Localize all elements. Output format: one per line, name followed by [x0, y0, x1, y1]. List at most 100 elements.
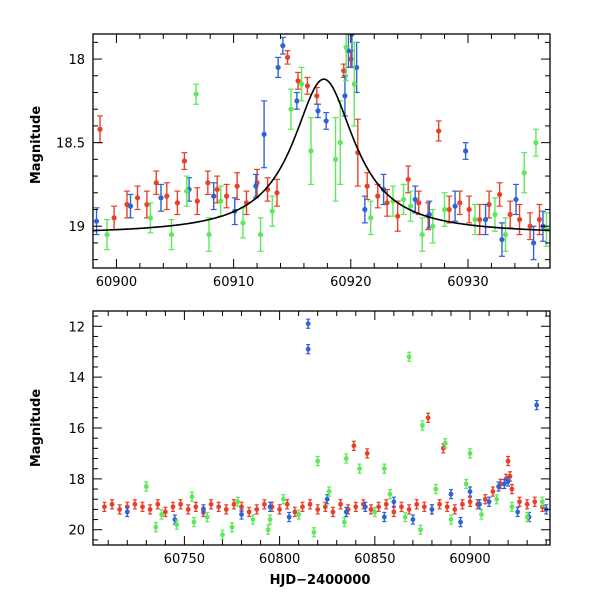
data-point — [296, 512, 302, 517]
data-point — [437, 501, 442, 507]
data-point — [477, 216, 483, 223]
data-point — [304, 83, 311, 89]
data-point — [158, 195, 164, 201]
data-point — [206, 231, 212, 238]
data-point — [338, 501, 343, 507]
data-point — [246, 509, 252, 515]
data-point — [343, 509, 349, 515]
data-point — [134, 195, 141, 201]
data-point — [391, 509, 397, 515]
data-point — [159, 512, 164, 517]
data-point — [420, 423, 425, 428]
data-point — [300, 504, 305, 510]
data-point — [164, 193, 170, 199]
bottom-plot-area — [102, 318, 549, 541]
data-point — [294, 98, 300, 104]
data-point — [253, 183, 259, 189]
bottom-x-tick-label: 60900 — [449, 552, 490, 567]
data-point — [383, 501, 389, 507]
data-point — [267, 517, 273, 522]
data-point — [524, 514, 530, 520]
data-point — [341, 68, 347, 74]
data-point — [505, 479, 511, 484]
data-point — [261, 131, 267, 137]
data-point — [254, 506, 260, 512]
data-point — [499, 236, 505, 243]
data-point — [376, 504, 382, 510]
data-point — [288, 106, 294, 112]
data-point — [539, 499, 545, 505]
data-point — [214, 186, 220, 193]
data-point — [494, 496, 500, 502]
data-point — [308, 148, 314, 154]
data-point — [298, 81, 305, 87]
data-point — [372, 509, 378, 515]
data-point — [235, 499, 241, 505]
top-frame — [92, 33, 551, 269]
data-point — [357, 466, 362, 472]
data-point — [193, 91, 199, 97]
data-point — [117, 506, 123, 512]
top-y-tick-label: 18 — [68, 53, 85, 68]
data-point — [387, 491, 393, 497]
data-point — [211, 193, 217, 199]
data-point — [223, 193, 230, 199]
data-point — [162, 509, 168, 515]
data-point — [216, 504, 222, 510]
data-point — [466, 206, 472, 213]
data-point — [295, 78, 301, 84]
data-point — [220, 532, 225, 538]
data-point — [181, 158, 187, 164]
data-point — [257, 231, 264, 238]
top-y-axis-label: Magnitude — [29, 106, 44, 185]
data-point — [281, 496, 286, 502]
data-point — [472, 216, 478, 223]
data-point — [307, 501, 313, 507]
data-point — [479, 512, 484, 517]
data-point — [501, 481, 507, 487]
data-point — [492, 211, 498, 218]
data-point — [174, 200, 180, 206]
data-point — [368, 506, 374, 512]
data-point — [305, 321, 311, 327]
data-point — [391, 499, 397, 505]
bottom-ticks — [93, 311, 550, 545]
data-point — [127, 203, 134, 209]
data-point — [239, 504, 244, 510]
data-point — [330, 509, 336, 515]
data-point — [193, 504, 199, 510]
data-point — [441, 206, 448, 213]
data-point — [124, 509, 130, 515]
data-point — [448, 491, 454, 497]
model-curve — [93, 78, 550, 232]
data-point — [375, 193, 381, 199]
data-point — [147, 215, 154, 221]
data-point — [467, 451, 473, 456]
top-y-tick-label: 19 — [68, 220, 85, 235]
data-point — [351, 443, 357, 449]
data-point — [311, 529, 317, 535]
data-point — [527, 223, 533, 229]
data-point — [429, 506, 435, 512]
data-point — [326, 489, 332, 494]
top-plot-area — [93, 34, 550, 261]
data-point — [286, 514, 292, 520]
data-point — [513, 196, 519, 203]
data-point — [405, 176, 411, 183]
data-point — [507, 211, 513, 218]
data-point — [342, 93, 348, 99]
data-point — [102, 504, 107, 510]
data-point — [446, 206, 452, 213]
bottom-y-axis-label: Magnitude — [29, 389, 44, 468]
top-x-tick-label: 60920 — [330, 275, 371, 290]
data-point — [93, 218, 100, 224]
data-point — [381, 514, 387, 520]
data-point — [109, 501, 115, 507]
data-point — [463, 148, 469, 154]
data-point — [194, 198, 200, 204]
data-point — [191, 519, 197, 525]
data-point — [315, 506, 321, 512]
top-x-tick-label: 60930 — [447, 275, 488, 290]
data-point — [343, 456, 349, 461]
data-point — [351, 81, 357, 87]
